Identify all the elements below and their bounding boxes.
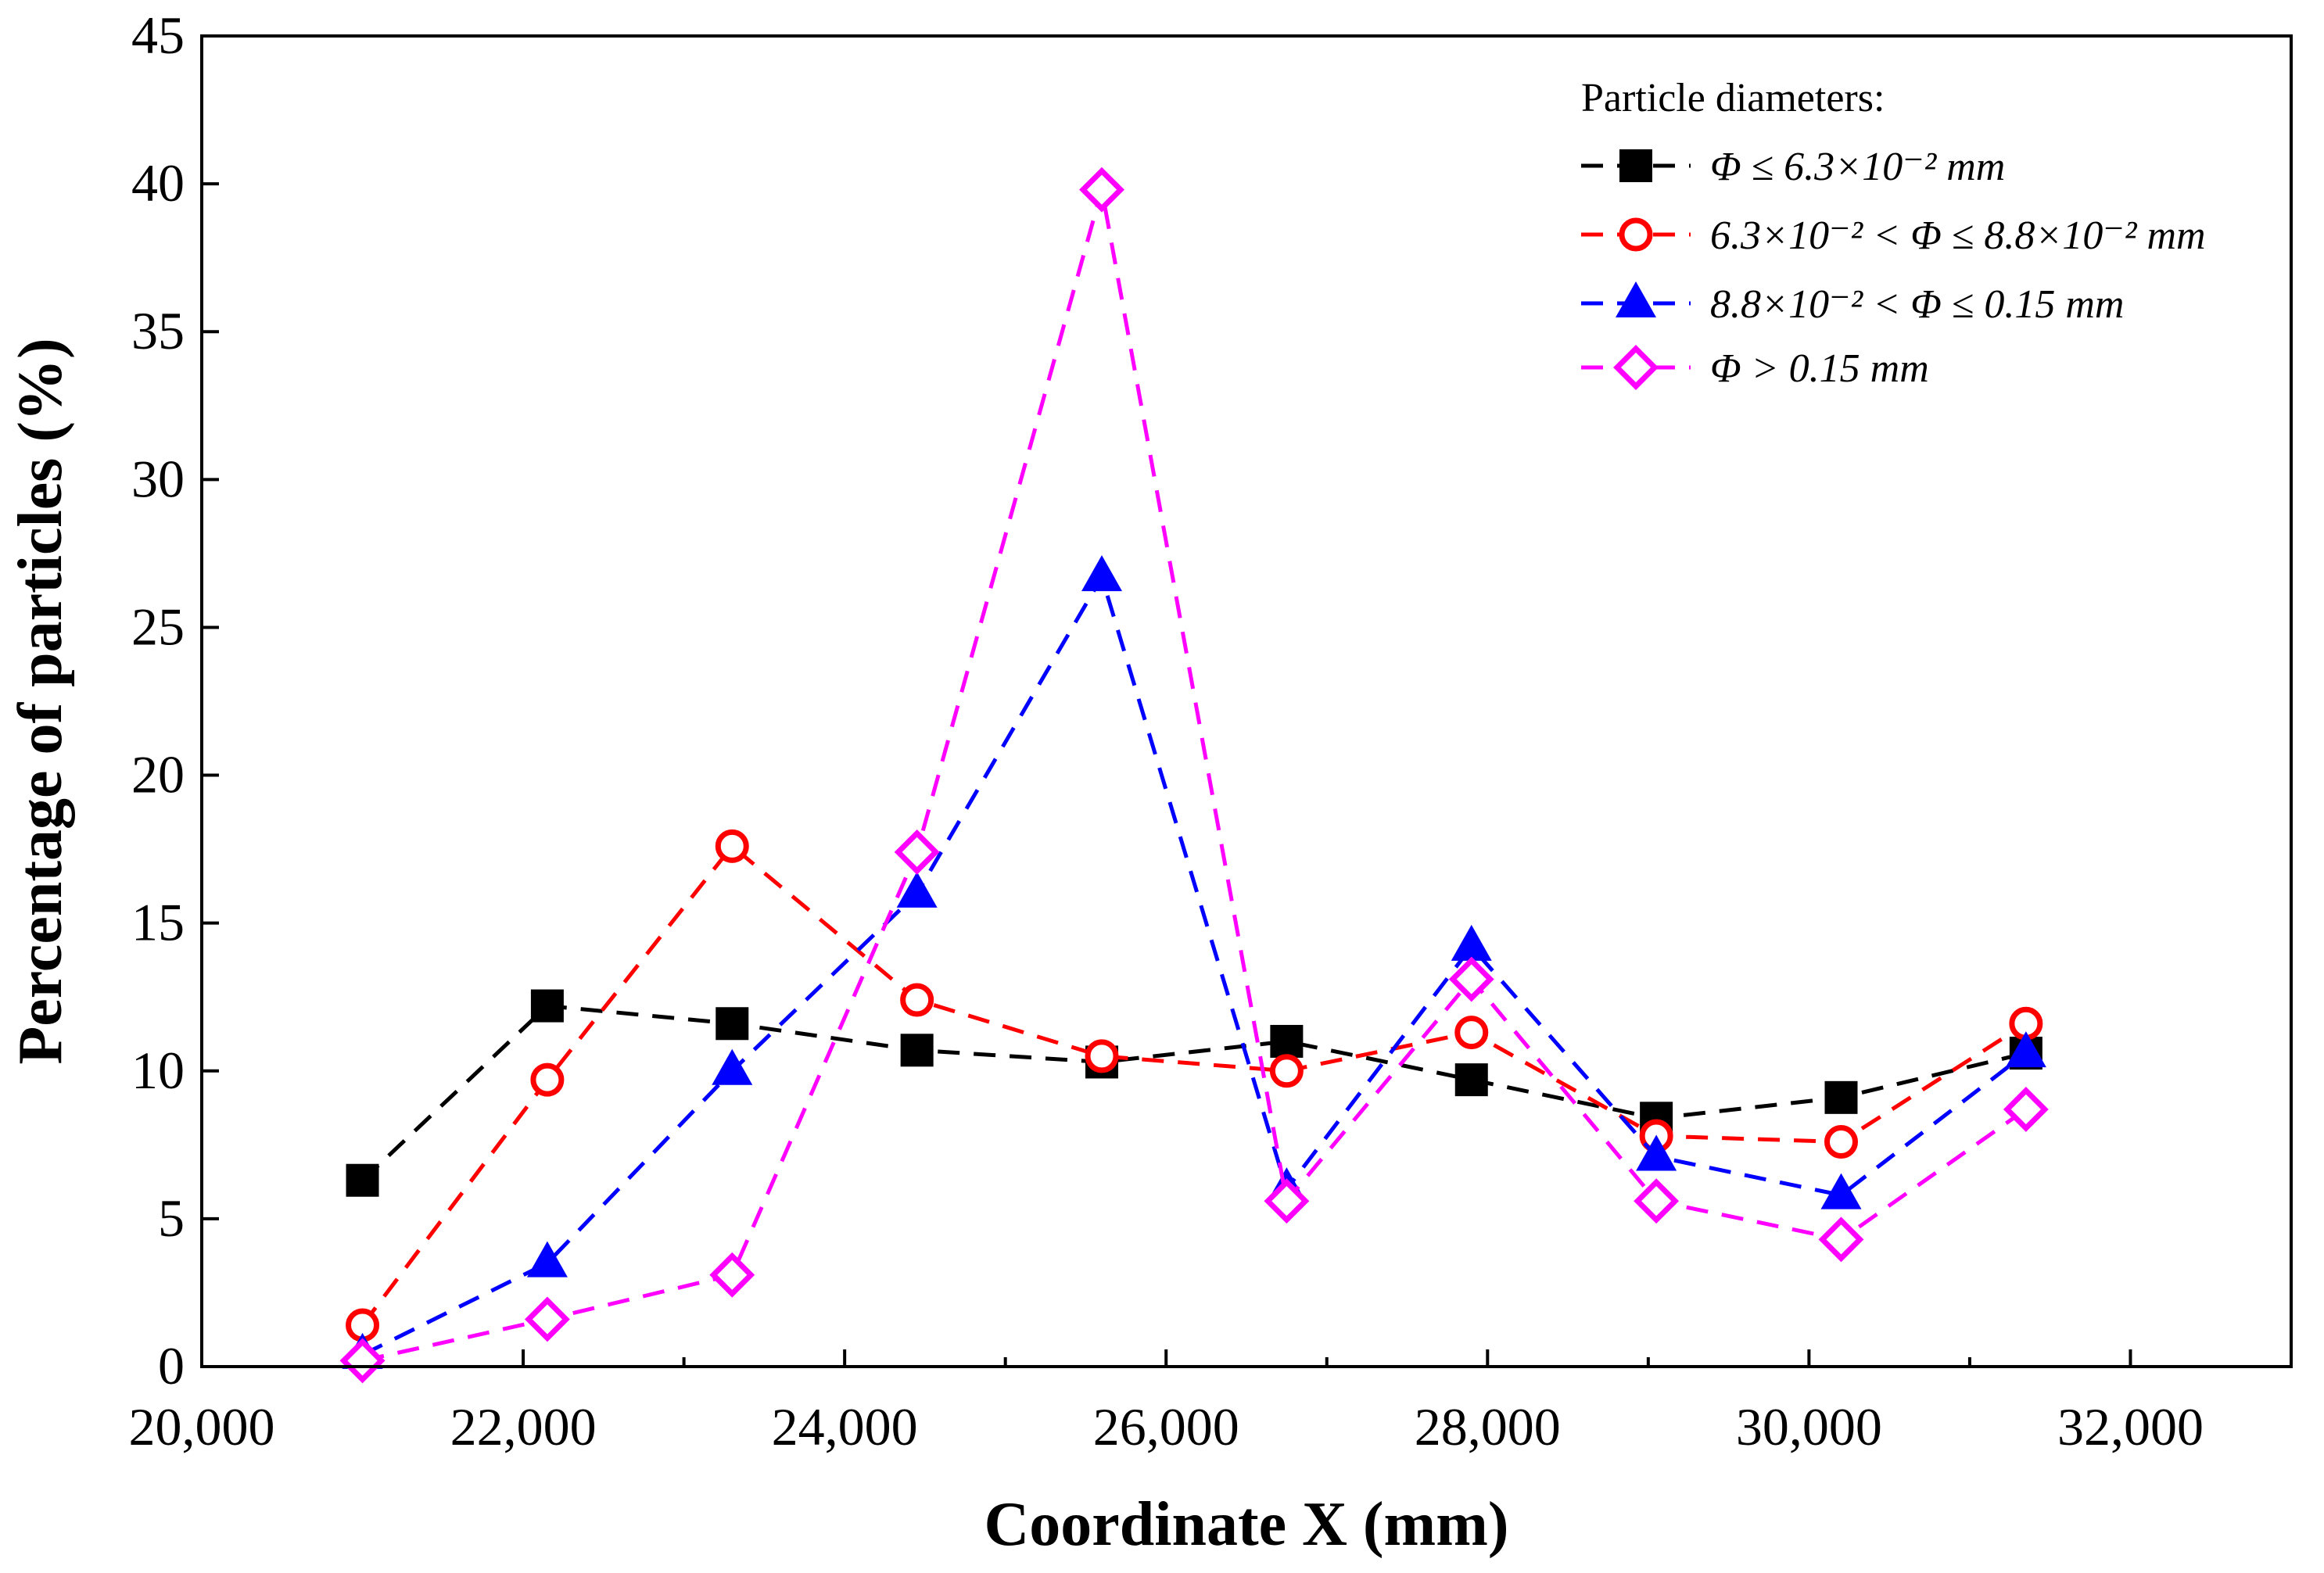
data-point — [1081, 555, 1123, 592]
legend-label: Φ ≤ 6.3×10⁻² mm — [1710, 145, 2005, 189]
series-2 — [346, 829, 2043, 1342]
y-axis-title: Percentage of particles (%) — [6, 338, 75, 1064]
data-point — [1636, 1134, 1677, 1171]
x-tick-label: 26,000 — [1093, 1397, 1239, 1457]
series-3 — [342, 555, 2046, 1369]
data-point — [709, 1252, 755, 1298]
legend-marker — [1619, 149, 1652, 182]
data-point — [1270, 1024, 1304, 1058]
data-point — [896, 871, 938, 908]
data-point — [712, 1048, 753, 1085]
legend-label: 6.3×10⁻² < Φ ≤ 8.8×10⁻² mm — [1710, 213, 2206, 258]
data-point — [339, 1338, 386, 1384]
data-point — [2003, 1086, 2049, 1132]
legend-item: 8.8×10⁻² < Φ ≤ 0.15 mm — [1581, 281, 2124, 327]
y-tick-label: 30 — [131, 449, 185, 508]
x-tick-label: 32,000 — [2057, 1397, 2204, 1457]
legend-title: Particle diameters: — [1581, 76, 1885, 120]
data-point — [1451, 924, 1492, 961]
data-point — [1264, 1178, 1310, 1224]
data-point — [1824, 1125, 1858, 1159]
tick-labels: 20,000 22,000 24,000 26,000 28,000 30,000 32,0… — [129, 5, 2204, 1457]
data-point — [1448, 956, 1494, 1002]
data-point — [1079, 167, 1124, 213]
series-line — [360, 1003, 2027, 1182]
legend-item: Φ ≤ 6.3×10⁻² mm — [1581, 145, 2005, 189]
data-point — [2005, 1031, 2046, 1068]
y-tick-label: 20 — [131, 745, 185, 804]
series-4 — [339, 167, 2049, 1384]
plot-frame — [200, 34, 2293, 1368]
x-axis-title: Coordinate X (mm) — [984, 1490, 1509, 1559]
y-tick-label: 45 — [131, 5, 185, 65]
x-tick-label: 24,000 — [772, 1397, 918, 1457]
y-tick-label: 40 — [131, 153, 185, 213]
data-point — [526, 1241, 568, 1277]
legend-marker — [1613, 345, 1659, 390]
data-point — [1085, 1039, 1119, 1073]
y-tick-label: 5 — [158, 1188, 185, 1248]
y-tick-label: 35 — [131, 301, 185, 360]
data-point — [346, 1163, 379, 1197]
x-tick-label: 28,000 — [1415, 1397, 1561, 1457]
data-point — [1454, 1016, 1489, 1050]
data-point — [715, 829, 749, 863]
y-tick-label: 0 — [158, 1336, 185, 1396]
series-line — [361, 572, 2028, 1357]
data-point — [524, 1296, 570, 1342]
legend-item: Φ > 0.15 mm — [1581, 345, 1929, 391]
series-1 — [346, 989, 2042, 1197]
legend: Particle diameters: Φ ≤ 6.3×10⁻² mm 6.3×1… — [1581, 76, 2206, 391]
x-tick-label: 20,000 — [129, 1397, 275, 1457]
legend-label: 8.8×10⁻² < Φ ≤ 0.15 mm — [1710, 282, 2124, 327]
data-point — [1818, 1216, 1864, 1263]
series-line — [360, 843, 2028, 1327]
y-tick-label: 10 — [131, 1041, 185, 1100]
series-layer — [339, 167, 2049, 1384]
y-tick-label: 25 — [131, 597, 185, 656]
data-point — [530, 989, 564, 1023]
data-point — [894, 829, 940, 875]
x-tick-label: 30,000 — [1736, 1397, 1882, 1457]
legend-item: 6.3×10⁻² < Φ ≤ 8.8×10⁻² mm — [1581, 213, 2206, 258]
data-point — [530, 1062, 565, 1097]
legend-marker — [1616, 281, 1656, 317]
data-point — [1820, 1173, 1862, 1209]
legend-label: Φ > 0.15 mm — [1710, 346, 1929, 391]
data-point — [1454, 1063, 1488, 1097]
data-point — [715, 1007, 749, 1041]
data-point — [1824, 1080, 1858, 1114]
data-point — [1634, 1178, 1680, 1224]
data-point — [900, 983, 934, 1017]
data-point — [1269, 1054, 1304, 1088]
data-point — [900, 1034, 934, 1067]
legend-marker — [1619, 217, 1653, 252]
y-tick-label: 15 — [131, 893, 185, 952]
x-tick-label: 22,000 — [450, 1397, 597, 1457]
